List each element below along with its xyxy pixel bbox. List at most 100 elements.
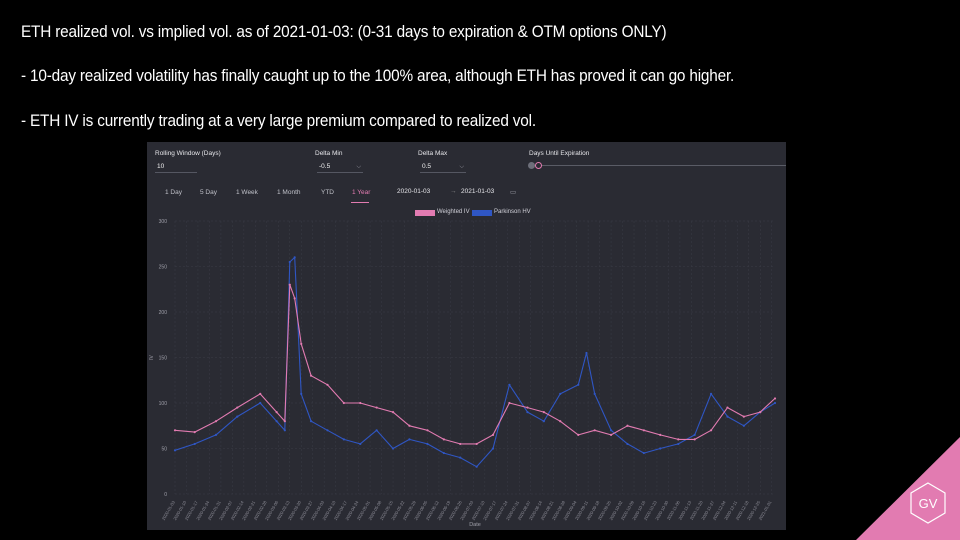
series-line-parkinson-hv — [174, 256, 776, 468]
series-point-parkinson-hv — [442, 451, 445, 455]
series-point-parkinson-hv — [508, 383, 511, 386]
series-point-parkinson-hv — [626, 442, 629, 446]
series-point-weighted-iv — [491, 433, 495, 436]
series-point-parkinson-hv — [283, 429, 286, 432]
end-date-input[interactable]: 2021-01-03 — [461, 188, 495, 195]
series-point-weighted-iv — [593, 429, 596, 432]
series-point-weighted-iv — [677, 438, 680, 441]
series-point-parkinson-hv — [559, 392, 562, 395]
series-point-parkinson-hv — [259, 401, 262, 405]
delta-max-select[interactable]: 0.5 ⌵ — [420, 161, 466, 173]
series-point-parkinson-hv — [491, 447, 495, 450]
legend-swatch-parkinson-hv — [472, 210, 492, 216]
series-point-weighted-iv — [214, 420, 218, 423]
series-point-weighted-iv — [426, 429, 429, 432]
y-axis-label: IV — [149, 354, 155, 359]
legend-label-parkinson-hv: Parkinson HV — [494, 209, 531, 215]
series-point-parkinson-hv — [593, 392, 596, 395]
chevron-down-icon: ⌵ — [356, 164, 361, 170]
series-point-weighted-iv — [259, 392, 262, 395]
series-point-weighted-iv — [326, 383, 329, 386]
series-point-weighted-iv — [283, 420, 286, 423]
y-tick-label: 200 — [159, 310, 168, 316]
series-point-parkinson-hv — [391, 447, 395, 450]
series-point-parkinson-hv — [659, 447, 662, 450]
date-range-separator: → — [450, 188, 457, 195]
slide-line-2: - 10-day realized volatility has finally… — [21, 67, 735, 85]
tab-1-day[interactable]: 1 Day — [165, 189, 182, 196]
series-point-weighted-iv — [609, 433, 613, 436]
tab-5-day[interactable]: 5 Day — [200, 189, 217, 196]
days-expiration-label: Days Until Expiration — [529, 150, 590, 157]
tab-1-month[interactable]: 1 Month — [277, 189, 301, 196]
series-point-weighted-iv — [275, 411, 278, 414]
series-point-parkinson-hv — [577, 383, 580, 386]
active-tab-indicator — [351, 202, 369, 203]
series-point-weighted-iv — [193, 431, 196, 434]
series-point-parkinson-hv — [426, 442, 429, 446]
series-point-weighted-iv — [173, 429, 177, 432]
delta-min-select[interactable]: -0.5 ⌵ — [317, 161, 363, 173]
series-point-weighted-iv — [391, 411, 395, 414]
days-expiration-slider-max-handle[interactable] — [535, 162, 542, 169]
y-tick-label: 150 — [159, 356, 168, 362]
series-point-weighted-iv — [375, 406, 378, 409]
start-date-input[interactable]: 2020-01-03 — [397, 188, 431, 195]
series-point-weighted-iv — [408, 424, 411, 427]
chevron-down-icon: ⌵ — [459, 164, 464, 170]
legend-label-weighted-iv: Weighted IV — [437, 209, 470, 215]
slide-line-3: - ETH IV is currently trading at a very … — [21, 112, 536, 130]
series-point-weighted-iv — [659, 433, 662, 436]
series-point-weighted-iv — [342, 401, 345, 405]
series-point-weighted-iv — [508, 401, 511, 405]
calendar-icon[interactable]: ▭ — [510, 189, 517, 196]
series-point-parkinson-hv — [214, 433, 218, 436]
series-point-weighted-iv — [309, 374, 313, 377]
y-tick-label: 250 — [159, 265, 168, 271]
series-point-weighted-iv — [626, 424, 629, 427]
days-expiration-slider-track[interactable] — [532, 165, 786, 166]
series-point-weighted-iv — [542, 411, 545, 414]
series-point-parkinson-hv — [300, 392, 303, 395]
series-line-weighted-iv — [174, 284, 776, 445]
series-point-parkinson-hv — [408, 438, 411, 441]
tab-1-year[interactable]: 1 Year — [352, 189, 371, 196]
chart-panel: Rolling Window (Days) 10 Delta Min -0.5 ⌵… — [147, 142, 786, 530]
series-point-parkinson-hv — [236, 415, 239, 418]
series-point-parkinson-hv — [326, 429, 329, 432]
series-point-weighted-iv — [693, 438, 696, 441]
series-point-parkinson-hv — [193, 442, 196, 446]
series-point-parkinson-hv — [677, 442, 680, 446]
series-point-parkinson-hv — [173, 449, 177, 452]
series-point-weighted-iv — [642, 429, 645, 432]
series-point-parkinson-hv — [288, 260, 291, 264]
series-point-parkinson-hv — [359, 442, 362, 446]
series-point-parkinson-hv — [342, 438, 345, 441]
rolling-window-input[interactable]: 10 — [155, 161, 197, 173]
slide-line-1: ETH realized vol. vs implied vol. as of … — [21, 23, 667, 41]
series-point-parkinson-hv — [275, 420, 278, 423]
x-axis-label: Date — [469, 522, 481, 528]
y-tick-label: 50 — [161, 447, 167, 453]
days-expiration-slider-min-handle[interactable] — [528, 162, 535, 169]
series-point-weighted-iv — [577, 433, 580, 436]
tab-1-week[interactable]: 1 Week — [236, 189, 258, 196]
tab-ytd[interactable]: YTD — [321, 189, 334, 196]
series-point-weighted-iv — [288, 283, 291, 286]
legend-swatch-weighted-iv — [415, 210, 435, 216]
y-tick-label: 300 — [159, 219, 168, 225]
y-tick-label: 0 — [164, 492, 167, 498]
delta-min-value: -0.5 — [319, 163, 331, 170]
series-point-weighted-iv — [759, 411, 762, 414]
series-point-parkinson-hv — [742, 424, 745, 427]
y-tick-label: 100 — [159, 401, 168, 407]
delta-max-value: 0.5 — [422, 163, 432, 170]
series-point-parkinson-hv — [709, 392, 713, 395]
series-point-parkinson-hv — [293, 256, 296, 259]
series-point-parkinson-hv — [459, 456, 462, 459]
volatility-chart: 0501001502002503002020-01-032020-01-1020… — [149, 219, 777, 528]
series-point-parkinson-hv — [375, 429, 378, 432]
series-point-parkinson-hv — [585, 351, 588, 355]
series-point-weighted-iv — [459, 442, 462, 446]
series-point-weighted-iv — [709, 429, 713, 432]
